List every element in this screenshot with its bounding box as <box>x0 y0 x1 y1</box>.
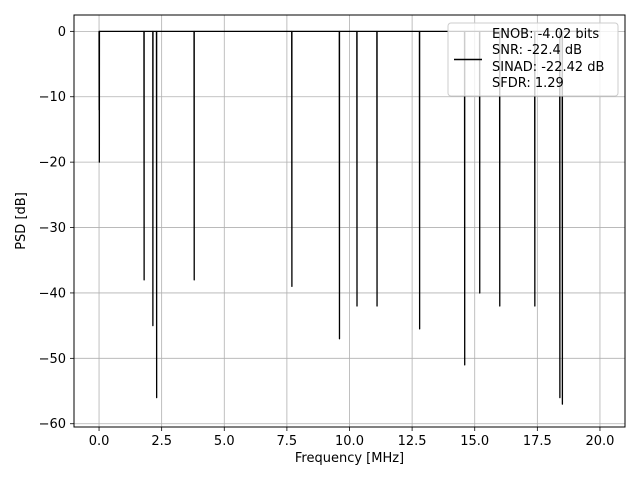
y-tick-label: −50 <box>39 352 66 367</box>
legend-line-snr: SNR: -22.4 dB <box>492 43 582 58</box>
x-tick-label: 12.5 <box>398 434 427 449</box>
legend-line-sinad: SINAD: -22.42 dB <box>492 60 604 75</box>
x-tick-label: 0.0 <box>89 434 110 449</box>
y-tick-label: −40 <box>39 286 66 301</box>
x-tick-label: 7.5 <box>277 434 298 449</box>
x-tick-label: 10.0 <box>335 434 364 449</box>
x-axis-label: Frequency [MHz] <box>295 451 404 466</box>
legend: ENOB: -4.02 bits SNR: -22.4 dB SINAD: -2… <box>447 22 619 97</box>
x-tick-label: 2.5 <box>151 434 172 449</box>
y-tick-label: −30 <box>39 221 66 236</box>
x-tick-label: 5.0 <box>214 434 235 449</box>
y-tick-label: −20 <box>39 156 66 171</box>
x-tick-label: 17.5 <box>523 434 552 449</box>
y-tick-label: −10 <box>39 90 66 105</box>
plot-frame <box>73 14 626 428</box>
x-tick-label: 15.0 <box>460 434 489 449</box>
legend-line-enob: ENOB: -4.02 bits <box>492 27 599 42</box>
x-tick-label: 20.0 <box>585 434 614 449</box>
legend-box <box>447 22 619 97</box>
legend-line-sfdr: SFDR: 1.29 <box>492 76 564 91</box>
y-axis-label: PSD [dB] <box>14 192 29 250</box>
y-tick-label: 0 <box>58 25 66 40</box>
y-tick-label: −60 <box>39 417 66 432</box>
axis-ticks: 0.0 2.5 5.0 7.5 10.0 12.5 15.0 17.5 20.0 0 −10 −20 −… <box>39 25 615 449</box>
